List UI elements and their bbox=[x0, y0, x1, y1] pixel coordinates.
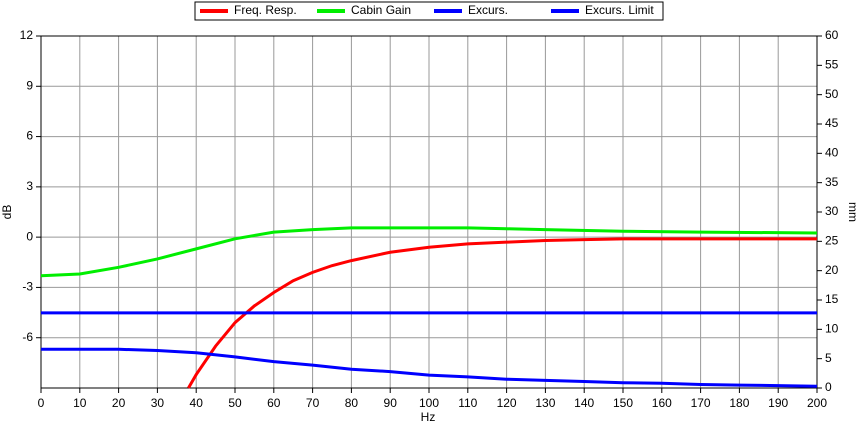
y-tick-label: 9 bbox=[26, 78, 33, 92]
y2-tick-label: 55 bbox=[825, 58, 839, 72]
x-tick-label: 0 bbox=[38, 396, 45, 410]
y2-tick-label: 45 bbox=[825, 116, 839, 130]
y2-tick-label: 20 bbox=[825, 263, 839, 277]
x-tick-label: 160 bbox=[652, 396, 672, 410]
x-tick-label: 60 bbox=[267, 396, 281, 410]
x-tick-label: 190 bbox=[768, 396, 788, 410]
x-axis-label: Hz bbox=[421, 410, 436, 424]
y-axis-label: dB bbox=[0, 205, 14, 220]
y2-tick-label: 30 bbox=[825, 204, 839, 218]
y2-tick-label: 40 bbox=[825, 146, 839, 160]
x-tick-label: 200 bbox=[807, 396, 827, 410]
plot-border bbox=[40, 35, 818, 389]
x-tick-label: 100 bbox=[419, 396, 439, 410]
y2-tick-label: 35 bbox=[825, 175, 839, 189]
legend bbox=[194, 1, 664, 21]
y2-axis-label: mm bbox=[846, 202, 859, 222]
y2-tick-label: 50 bbox=[825, 87, 839, 101]
y2-tick-label: 15 bbox=[825, 292, 839, 306]
x-tick-label: 40 bbox=[190, 396, 204, 410]
x-tick-label: 130 bbox=[535, 396, 555, 410]
x-tick-label: 70 bbox=[306, 396, 320, 410]
series-line bbox=[40, 226, 818, 278]
x-tick-label: 150 bbox=[613, 396, 633, 410]
x-tick-label: 120 bbox=[497, 396, 517, 410]
y-tick-label: 3 bbox=[26, 179, 33, 193]
y-tick-label: 6 bbox=[26, 129, 33, 143]
x-tick-label: 80 bbox=[345, 396, 359, 410]
x-tick-label: 20 bbox=[112, 396, 126, 410]
y2-tick-label: 10 bbox=[825, 322, 839, 336]
y2-tick-label: 60 bbox=[825, 28, 839, 42]
y2-tick-label: 5 bbox=[825, 351, 832, 365]
y2-tick-label: 25 bbox=[825, 234, 839, 248]
y2-tick-label: 0 bbox=[825, 380, 832, 394]
legend-label: Excurs. Limit bbox=[585, 3, 654, 17]
legend-label: Cabin Gain bbox=[351, 3, 411, 17]
x-tick-label: 110 bbox=[458, 396, 477, 410]
x-tick-label: 10 bbox=[73, 396, 87, 410]
series-line bbox=[41, 347, 818, 388]
y-tick-label: -6 bbox=[22, 330, 33, 344]
x-tick-label: 50 bbox=[228, 396, 242, 410]
legend-label: Excurs. bbox=[468, 3, 508, 17]
legend-label: Freq. Resp. bbox=[234, 3, 297, 17]
y-tick-label: 12 bbox=[20, 28, 34, 42]
x-tick-label: 30 bbox=[151, 396, 165, 410]
y-tick-label: -3 bbox=[22, 280, 33, 294]
series-line bbox=[187, 237, 817, 389]
y-tick-label: 0 bbox=[26, 229, 33, 243]
x-tick-label: 170 bbox=[691, 396, 711, 410]
x-tick-label: 140 bbox=[574, 396, 594, 410]
x-tick-label: 90 bbox=[384, 396, 398, 410]
x-tick-label: 180 bbox=[729, 396, 749, 410]
